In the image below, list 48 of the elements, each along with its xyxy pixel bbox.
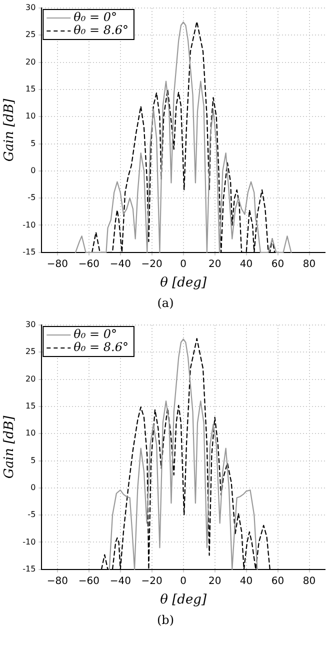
y-tick-label: -10 <box>22 537 36 546</box>
x-tick-label: 40 <box>240 258 253 270</box>
y-tick-label: 15 <box>25 84 36 94</box>
x-axis-title: θ [deg] <box>160 592 208 608</box>
x-tick-label: −40 <box>110 576 131 587</box>
legend-label: θ₀ = 8.6° <box>74 340 128 354</box>
y-tick-label: 20 <box>25 57 36 66</box>
y-tick-label: 30 <box>25 3 36 12</box>
y-tick-label: -15 <box>22 564 36 574</box>
x-tick-label: 80 <box>302 576 316 587</box>
x-tick-label: 20 <box>208 576 222 587</box>
text: (b) <box>156 612 176 629</box>
y-tick-label: -10 <box>22 220 36 230</box>
y-tick-label: 25 <box>25 30 36 40</box>
y-axis-title: Gain [dB] <box>2 414 18 479</box>
y-tick-label: 5 <box>30 138 36 148</box>
x-tick-label: −20 <box>141 258 162 270</box>
y-tick-label: 10 <box>25 112 36 121</box>
legend-label: θ₀ = 0° <box>74 10 118 24</box>
y-tick-label: 10 <box>25 428 36 438</box>
x-tick-label: 40 <box>240 576 253 587</box>
x-tick-label: 0 <box>180 576 187 587</box>
x-tick-label: −60 <box>78 258 100 270</box>
x-tick-label: 60 <box>271 576 284 587</box>
y-tick-label: 0 <box>30 483 36 492</box>
y-tick-label: -15 <box>22 247 36 256</box>
x-tick-label: −60 <box>78 576 100 587</box>
y-tick-label: -5 <box>28 193 36 202</box>
legend-label: θ₀ = 8.6° <box>74 23 128 38</box>
x-tick-label: 80 <box>302 258 316 270</box>
y-tick-label: 25 <box>25 347 36 356</box>
x-tick-label: 60 <box>271 258 284 270</box>
legend-label: θ₀ = 0° <box>74 327 118 342</box>
x-tick-label: −40 <box>110 258 131 270</box>
x-tick-label: −80 <box>46 258 68 270</box>
text: (a) <box>156 295 175 312</box>
y-tick-label: 15 <box>25 402 36 411</box>
y-tick-label: 0 <box>30 166 36 176</box>
y-tick-label: 30 <box>25 320 36 330</box>
y-tick-label: 20 <box>25 374 36 384</box>
y-tick-label: 5 <box>30 456 36 465</box>
y-tick-label: -5 <box>28 510 36 520</box>
x-tick-label: −80 <box>46 576 68 587</box>
x-tick-label: −20 <box>141 576 162 587</box>
x-axis-title: θ [deg] <box>160 276 208 291</box>
y-axis-title: Gain [dB] <box>2 98 18 162</box>
x-tick-label: 0 <box>180 258 187 270</box>
x-tick-label: 20 <box>208 258 222 270</box>
